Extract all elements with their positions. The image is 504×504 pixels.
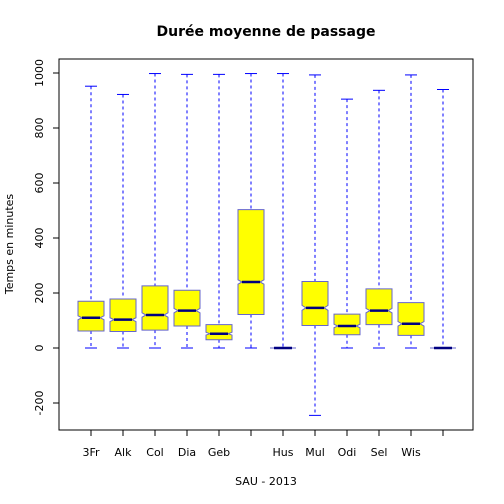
y-tick-label: 200 bbox=[33, 283, 46, 304]
x-tick-label: Alk bbox=[115, 446, 133, 459]
x-tick-label: 3Fr bbox=[82, 446, 100, 459]
x-tick-label: Col bbox=[146, 446, 163, 459]
x-tick-label: Geb bbox=[208, 446, 230, 459]
x-axis: 3Fr Alk Col Dia Geb Hus Mul Odi Sel Wis bbox=[82, 430, 444, 459]
x-tick-label: Hus bbox=[273, 446, 294, 459]
boxes-group bbox=[77, 73, 456, 416]
box-body bbox=[397, 302, 425, 336]
box-Odi bbox=[333, 98, 361, 349]
box-Wis bbox=[397, 74, 425, 349]
box-Col bbox=[141, 73, 169, 349]
y-tick-label: 0 bbox=[33, 345, 46, 352]
box-Hus bbox=[270, 73, 296, 350]
y-axis-label: Temps en minutes bbox=[3, 194, 16, 296]
box-body bbox=[333, 313, 361, 336]
x-tick-label: Sel bbox=[371, 446, 388, 459]
box-Alk bbox=[109, 93, 137, 349]
box-body bbox=[205, 324, 233, 341]
chart-title: Durée moyenne de passage bbox=[157, 24, 376, 40]
box-body bbox=[173, 289, 201, 327]
box-unlabeled-11 bbox=[430, 89, 456, 350]
y-tick-label: -200 bbox=[33, 391, 46, 416]
box-body bbox=[109, 298, 137, 332]
box-unlabeled-5 bbox=[237, 73, 265, 349]
box-body bbox=[77, 300, 105, 332]
y-tick-label: 600 bbox=[33, 173, 46, 194]
x-tick-label: Wis bbox=[401, 446, 421, 459]
x-axis-label: SAU - 2013 bbox=[235, 475, 297, 488]
box-body bbox=[365, 288, 393, 326]
box-3Fr bbox=[77, 85, 105, 349]
box-Mul bbox=[301, 74, 329, 416]
box-body bbox=[141, 285, 169, 331]
x-tick-label: Odi bbox=[338, 446, 357, 459]
y-tick-label: 800 bbox=[33, 118, 46, 139]
box-Sel bbox=[365, 89, 393, 349]
box-Dia bbox=[173, 73, 201, 349]
x-tick-label: Dia bbox=[178, 446, 196, 459]
y-tick-label: 1000 bbox=[33, 59, 46, 87]
y-axis: -200 0 200 400 600 800 1000 bbox=[33, 59, 59, 415]
plot-frame bbox=[58, 58, 474, 431]
x-tick-label: Mul bbox=[305, 446, 325, 459]
box-body bbox=[237, 209, 265, 315]
y-tick-label: 400 bbox=[33, 228, 46, 249]
box-body bbox=[301, 280, 329, 326]
box-Geb bbox=[205, 73, 233, 349]
